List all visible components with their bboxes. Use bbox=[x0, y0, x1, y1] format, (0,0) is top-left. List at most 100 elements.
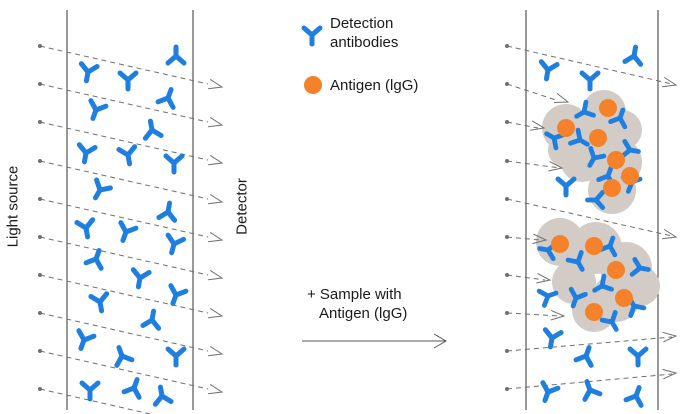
antibody-y-icon bbox=[118, 220, 139, 243]
antibody-y-icon bbox=[582, 379, 603, 402]
antibody-y-icon bbox=[117, 70, 139, 92]
antibody-y-icon bbox=[165, 232, 187, 256]
arrowhead-icon bbox=[208, 383, 224, 395]
legend-antibody-icon bbox=[301, 25, 323, 47]
antibody-y-icon bbox=[536, 288, 559, 308]
antigen-dot-icon bbox=[607, 261, 625, 279]
antibody-y-icon bbox=[165, 44, 187, 66]
arrowhead-icon bbox=[550, 310, 566, 321]
beam-line bbox=[39, 388, 153, 414]
beam-line bbox=[39, 198, 209, 238]
antibody-y-icon bbox=[623, 385, 644, 408]
arrowhead-icon bbox=[662, 76, 678, 88]
antibody-y-icon bbox=[629, 256, 651, 277]
legend-antibody-label-line1: Detection bbox=[330, 15, 394, 32]
antibody-y-icon bbox=[152, 384, 174, 407]
antibody-y-icon bbox=[627, 346, 649, 368]
legend-antigen-icon bbox=[304, 76, 322, 94]
antibody-y-icon bbox=[555, 176, 577, 198]
antibody-y-icon bbox=[165, 346, 187, 368]
antibody-y-icon bbox=[574, 99, 596, 119]
antibody-y-icon bbox=[565, 250, 585, 272]
antibody-y-icon bbox=[573, 345, 594, 368]
antibody-y-icon bbox=[542, 327, 564, 350]
antibody-y-icon bbox=[116, 144, 138, 167]
step-label-line1: + Sample with bbox=[307, 286, 402, 303]
antibody-y-icon bbox=[540, 380, 561, 403]
beam-line bbox=[39, 83, 209, 123]
legend-antibody-label-line2: antibodies bbox=[330, 34, 399, 51]
antigen-dot-icon bbox=[615, 289, 633, 307]
antigen-dot-icon bbox=[603, 179, 621, 197]
antibody-y-icon bbox=[93, 177, 113, 201]
arrowhead-icon bbox=[208, 193, 224, 205]
beam-line bbox=[506, 312, 561, 317]
arrowhead-icon bbox=[662, 331, 678, 343]
arrowhead-icon bbox=[662, 229, 678, 240]
antibody-y-icon bbox=[140, 308, 162, 331]
step-label-line2: Antigen (lgG) bbox=[319, 305, 408, 322]
antibody-y-icon bbox=[592, 273, 614, 293]
antibody-y-icon bbox=[579, 70, 601, 92]
arrowhead-icon bbox=[532, 233, 548, 245]
beam-line bbox=[506, 45, 673, 85]
antigen-dot-icon bbox=[599, 99, 617, 117]
antibody-y-icon bbox=[622, 44, 644, 67]
beam-line bbox=[39, 312, 209, 352]
arrowhead-icon bbox=[548, 161, 564, 172]
antibody-y-icon bbox=[168, 283, 189, 306]
beam-line bbox=[506, 236, 541, 241]
beam-line bbox=[506, 336, 673, 352]
arrowhead-icon bbox=[208, 231, 224, 243]
beam-line bbox=[39, 160, 209, 200]
antibody-y-icon bbox=[74, 217, 96, 240]
antibody-y-icon bbox=[568, 286, 588, 309]
legend-icons bbox=[301, 25, 323, 94]
arrowhead-icon bbox=[536, 273, 552, 284]
antigen-field bbox=[551, 99, 639, 321]
beam-line bbox=[39, 350, 209, 390]
antibody-y-icon bbox=[78, 61, 100, 84]
antibody-y-icon bbox=[142, 118, 164, 141]
beam-line bbox=[39, 45, 209, 85]
antigen-dot-icon bbox=[607, 151, 625, 169]
antigen-dot-icon bbox=[589, 129, 607, 147]
arrowhead-icon bbox=[208, 116, 224, 128]
antibody-field bbox=[74, 44, 651, 408]
beam-line bbox=[506, 274, 546, 281]
arrowhead-icon bbox=[530, 120, 546, 131]
arrowhead-icon bbox=[208, 154, 224, 166]
antibody-y-icon bbox=[121, 377, 142, 400]
legend-antigen-label: Antigen (lgG) bbox=[330, 77, 419, 94]
arrowhead-icon bbox=[662, 368, 678, 380]
beam-line bbox=[506, 198, 673, 237]
antigen-dot-icon bbox=[551, 235, 569, 253]
antibody-y-icon bbox=[156, 200, 178, 223]
antibody-y-icon bbox=[568, 127, 590, 147]
beam-line bbox=[506, 160, 561, 169]
antibody-y-icon bbox=[538, 59, 560, 82]
beam-line bbox=[39, 274, 209, 314]
beam-line bbox=[506, 83, 557, 101]
antibody-y-icon bbox=[114, 345, 135, 368]
process-arrow bbox=[302, 333, 447, 349]
antibody-y-icon bbox=[608, 107, 628, 130]
antibody-y-icon bbox=[79, 380, 101, 402]
arrowhead-icon bbox=[208, 269, 224, 281]
beam-line bbox=[39, 121, 209, 161]
antibody-y-icon bbox=[88, 291, 110, 314]
beam-line bbox=[39, 236, 209, 276]
antigen-dot-icon bbox=[585, 237, 603, 255]
antibody-y-icon bbox=[587, 146, 607, 168]
light-source-label: Light source bbox=[4, 165, 22, 248]
antigen-dot-icon bbox=[557, 119, 575, 137]
antigen-dot-icon bbox=[585, 303, 603, 321]
arrowhead-icon bbox=[553, 92, 570, 103]
beam-line bbox=[506, 121, 539, 129]
arrowhead-icon bbox=[208, 345, 224, 357]
antibody-y-icon bbox=[76, 142, 98, 165]
antibody-y-icon bbox=[83, 248, 104, 271]
cuvette-walls bbox=[66, 10, 659, 410]
antibody-y-icon bbox=[130, 267, 152, 290]
